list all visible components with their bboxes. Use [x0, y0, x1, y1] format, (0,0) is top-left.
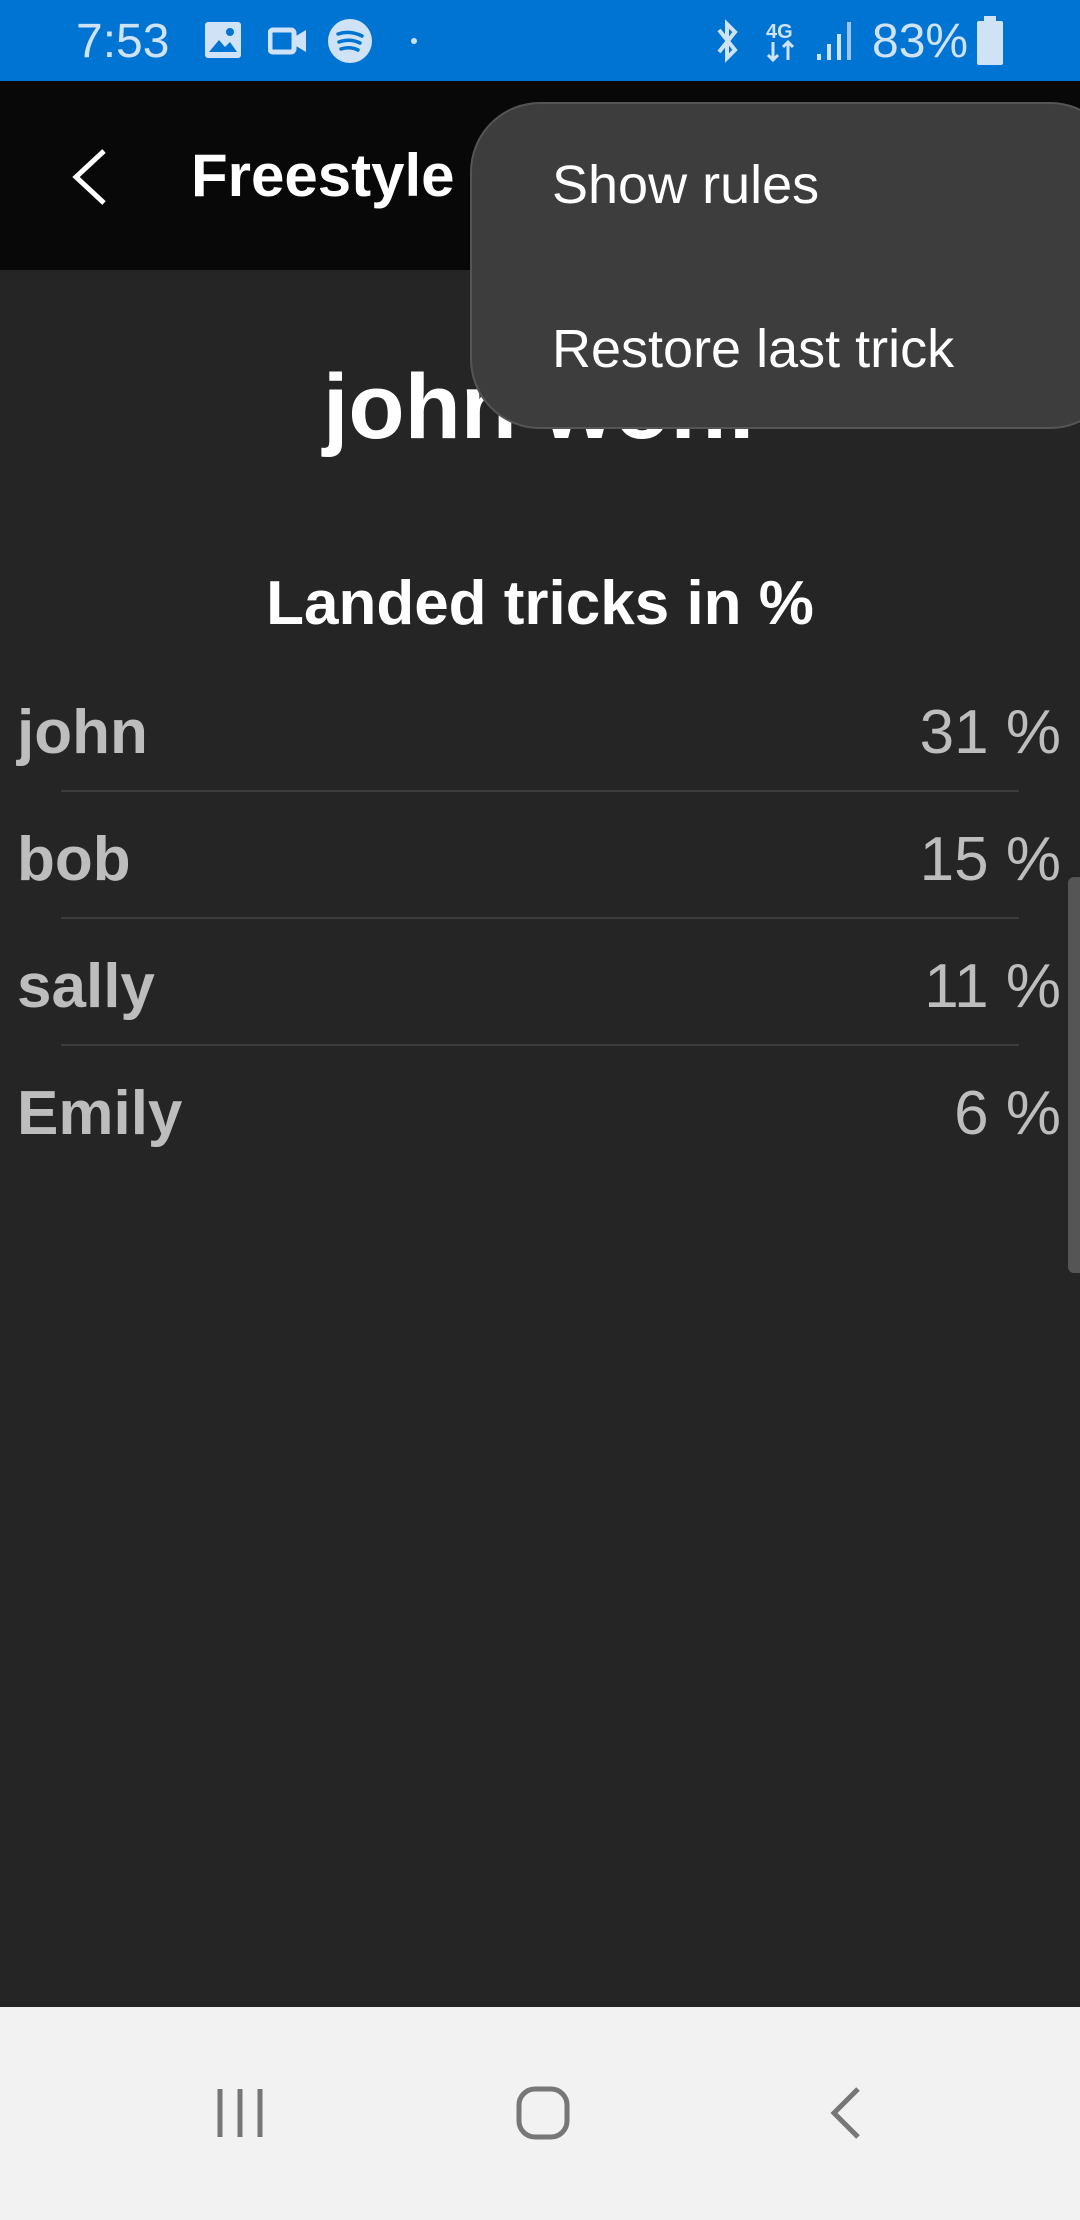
divider: [61, 790, 1019, 792]
dot-icon: [411, 38, 417, 44]
player-name: bob: [17, 825, 131, 894]
gallery-icon: [205, 22, 241, 58]
scrollbar[interactable]: [1068, 877, 1080, 1273]
menu-item-restore-last-trick[interactable]: Restore last trick: [552, 319, 955, 379]
battery-icon: [977, 16, 1003, 65]
signal-icon: [817, 22, 851, 60]
4g-icon: 4G: [766, 21, 795, 63]
player-name: Emily: [17, 1079, 183, 1148]
player-percent: 6 %: [954, 1079, 1061, 1148]
navigation-bar: [0, 2007, 1080, 2220]
status-bar: 7:53 4G 83%: [0, 0, 1080, 81]
battery-percent: 83%: [872, 15, 969, 68]
player-percent: 31 %: [919, 698, 1061, 767]
menu-item-show-rules[interactable]: Show rules: [552, 155, 820, 215]
player-name: sally: [17, 952, 155, 1021]
back-icon[interactable]: [828, 2085, 864, 2141]
spotify-icon: [328, 19, 372, 63]
bluetooth-icon: [717, 19, 738, 63]
status-time: 7:53: [76, 15, 170, 68]
player-row: Emily 6 %: [0, 1046, 1080, 1173]
overflow-menu: Show rules Restore last trick: [470, 102, 1080, 429]
recents-icon[interactable]: [214, 2085, 266, 2141]
player-row: john 31 %: [0, 665, 1080, 792]
svg-text:4G: 4G: [766, 21, 793, 43]
home-icon[interactable]: [515, 2085, 571, 2141]
chevron-left-icon[interactable]: [70, 147, 110, 207]
divider: [61, 1044, 1019, 1046]
player-name: john: [17, 698, 148, 767]
player-percent: 15 %: [919, 825, 1061, 894]
player-percent: 11 %: [924, 952, 1061, 1021]
landed-tricks-heading: Landed tricks in %: [266, 569, 814, 638]
divider: [61, 917, 1019, 919]
player-row: sally 11 %: [0, 919, 1080, 1046]
player-row: bob 15 %: [0, 792, 1080, 919]
video-icon: [268, 27, 306, 55]
